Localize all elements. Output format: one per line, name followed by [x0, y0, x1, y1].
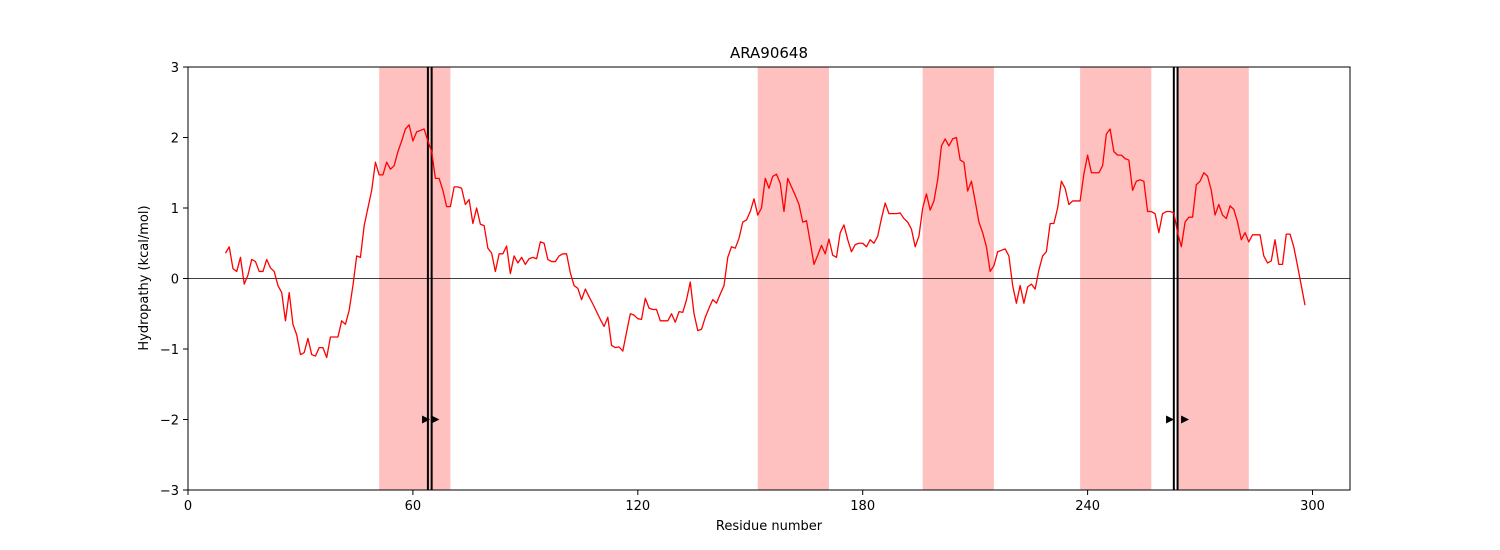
plot-area [187, 66, 1351, 491]
arrow-marker-3 [1166, 415, 1175, 424]
x-tick-label-0: 0 [184, 499, 192, 514]
x-tick-label-4: 240 [1075, 499, 1100, 514]
x-tick-label-3: 180 [850, 499, 875, 514]
x-tick-label-2: 120 [625, 499, 650, 514]
arrow-marker-1 [422, 415, 431, 424]
y-tick-label-2: −1 [160, 343, 179, 358]
x-axis-ticks: 0 60 120 180 240 300 [184, 490, 1325, 514]
x-axis-label: Residue number [716, 519, 823, 534]
arrow-marker-4 [1181, 415, 1190, 424]
y-tick-label-5: 2 [171, 132, 179, 147]
x-tick-label-1: 60 [405, 499, 422, 514]
y-axis-ticks: −3 −2 −1 0 1 2 3 [160, 61, 188, 499]
y-tick-label-6: 3 [171, 61, 179, 76]
hydropathy-line [224, 124, 1306, 359]
arrow-marker-2 [431, 415, 440, 424]
y-tick-label-4: 1 [171, 202, 179, 217]
chart-title: ARA90648 [730, 44, 808, 62]
y-axis-label: Hydropathy (kcal/mol) [137, 205, 152, 350]
arrow-markers [422, 415, 1190, 424]
x-tick-label-5: 300 [1300, 499, 1325, 514]
y-tick-label-1: −2 [160, 414, 179, 429]
y-tick-label-3: 0 [171, 273, 179, 288]
y-tick-label-0: −3 [160, 484, 179, 499]
